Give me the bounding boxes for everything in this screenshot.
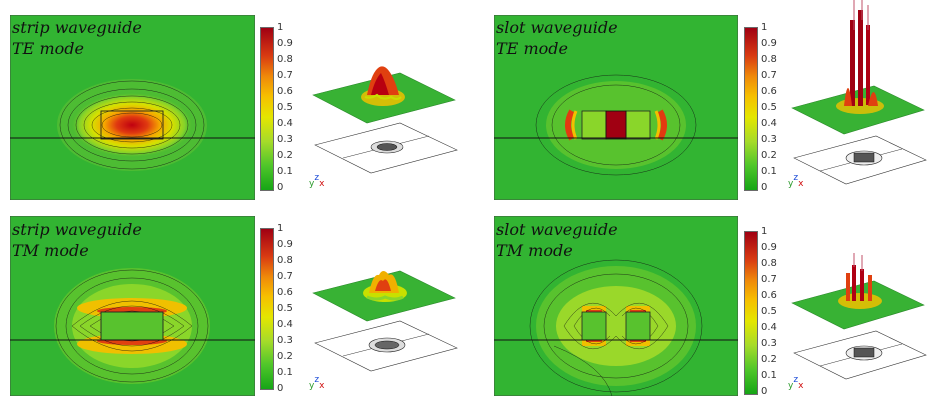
- tick: 0: [277, 182, 284, 193]
- tick: 0.4: [761, 118, 777, 129]
- colorbar-strip-te: [260, 27, 274, 191]
- tick: 0.5: [761, 102, 777, 113]
- tick: 0.9: [277, 239, 293, 250]
- title-slot-tm-line2: TM mode: [496, 241, 573, 260]
- tick: 0.1: [761, 370, 777, 381]
- axis-z-label: z: [314, 173, 320, 183]
- tick: 1: [277, 223, 284, 234]
- colorbar-strip-tm: [260, 228, 274, 390]
- panel-strip-tm: strip waveguide TM mode 1 0.9 0.8 0.7 0.…: [0, 198, 466, 396]
- tick: 0.5: [761, 306, 777, 317]
- field-map-slot-te: [494, 15, 738, 200]
- tick: 0.8: [277, 54, 293, 65]
- tick: 0.1: [277, 367, 293, 378]
- field-map-strip-te: [10, 15, 255, 200]
- field-map-slot-tm: [494, 216, 738, 396]
- tick: 1: [761, 22, 768, 33]
- surface-3d-slot-te: [791, 0, 927, 185]
- tick: 0.4: [761, 322, 777, 333]
- axis-y-label: y: [309, 381, 315, 391]
- field-map-strip-tm: [10, 216, 255, 396]
- axis-x-label: x: [798, 381, 804, 391]
- tick: 0.2: [277, 150, 293, 161]
- tick: 1: [277, 22, 284, 33]
- axis-x-label: x: [319, 381, 325, 391]
- title-strip-te-line2: TE mode: [12, 39, 84, 58]
- surface-3d-strip-tm: [312, 270, 458, 372]
- tick: 0.7: [277, 70, 293, 81]
- axis-triad-slot-tm: yzx: [788, 376, 804, 391]
- tick: 0.2: [277, 351, 293, 362]
- colorbar-slot-tm: [744, 231, 758, 395]
- tick: 0.3: [277, 335, 293, 346]
- tick: 0.6: [277, 86, 293, 97]
- tick: 0: [761, 182, 768, 193]
- axis-y-label: y: [309, 179, 315, 189]
- axis-triad-strip-tm: yzx: [309, 376, 325, 391]
- tick: 0.3: [761, 134, 777, 145]
- tick: 0.3: [761, 338, 777, 349]
- tick: 0.5: [277, 102, 293, 113]
- tick: 0.9: [277, 38, 293, 49]
- title-slot-tm-line1: slot waveguide: [496, 220, 618, 239]
- tick: 0.7: [761, 70, 777, 81]
- tick: 0.8: [761, 258, 777, 269]
- tick: 0.9: [761, 38, 777, 49]
- panel-strip-te: strip waveguide TE mode 1 0.9 0.8 0.7 0.…: [0, 0, 466, 200]
- tick: 0.7: [277, 271, 293, 282]
- tick: 0.6: [277, 287, 293, 298]
- title-slot-te-line2: TE mode: [496, 39, 568, 58]
- tick: 0.4: [277, 118, 293, 129]
- tick: 0.2: [761, 150, 777, 161]
- tick: 0.6: [761, 290, 777, 301]
- axis-x-label: x: [798, 179, 804, 189]
- tick: 0: [761, 386, 768, 397]
- panel-slot-tm: slot waveguide TM mode 1 0.9 0.8 0.7 0.6…: [466, 198, 932, 397]
- tick: 0.1: [761, 166, 777, 177]
- axis-triad-slot-te: yzx: [788, 174, 804, 189]
- tick: 0.9: [761, 242, 777, 253]
- title-strip-te-line1: strip waveguide: [12, 18, 142, 37]
- tick: 0.3: [277, 134, 293, 145]
- axis-z-label: z: [793, 375, 799, 385]
- axis-y-label: y: [788, 381, 794, 391]
- axis-triad-strip-te: yzx: [309, 174, 325, 189]
- tick: 0.7: [761, 274, 777, 285]
- tick: 0.6: [761, 86, 777, 97]
- surface-3d-strip-te: [312, 66, 458, 174]
- tick: 0.2: [761, 354, 777, 365]
- title-strip-tm-line2: TM mode: [12, 241, 89, 260]
- axis-x-label: x: [319, 179, 325, 189]
- tick: 0.8: [761, 54, 777, 65]
- surface-3d-slot-tm: [791, 253, 927, 380]
- title-strip-tm-line1: strip waveguide: [12, 220, 142, 239]
- axis-z-label: z: [314, 375, 320, 385]
- title-slot-te-line1: slot waveguide: [496, 18, 618, 37]
- tick: 0: [277, 383, 284, 394]
- axis-z-label: z: [793, 173, 799, 183]
- tick: 0.4: [277, 319, 293, 330]
- tick: 0.5: [277, 303, 293, 314]
- tick: 1: [761, 226, 768, 237]
- tick: 0.1: [277, 166, 293, 177]
- panel-slot-te: slot waveguide TE mode 1 0.9 0.8 0.7 0.6…: [466, 0, 932, 200]
- axis-y-label: y: [788, 179, 794, 189]
- colorbar-slot-te: [744, 27, 758, 191]
- tick: 0.8: [277, 255, 293, 266]
